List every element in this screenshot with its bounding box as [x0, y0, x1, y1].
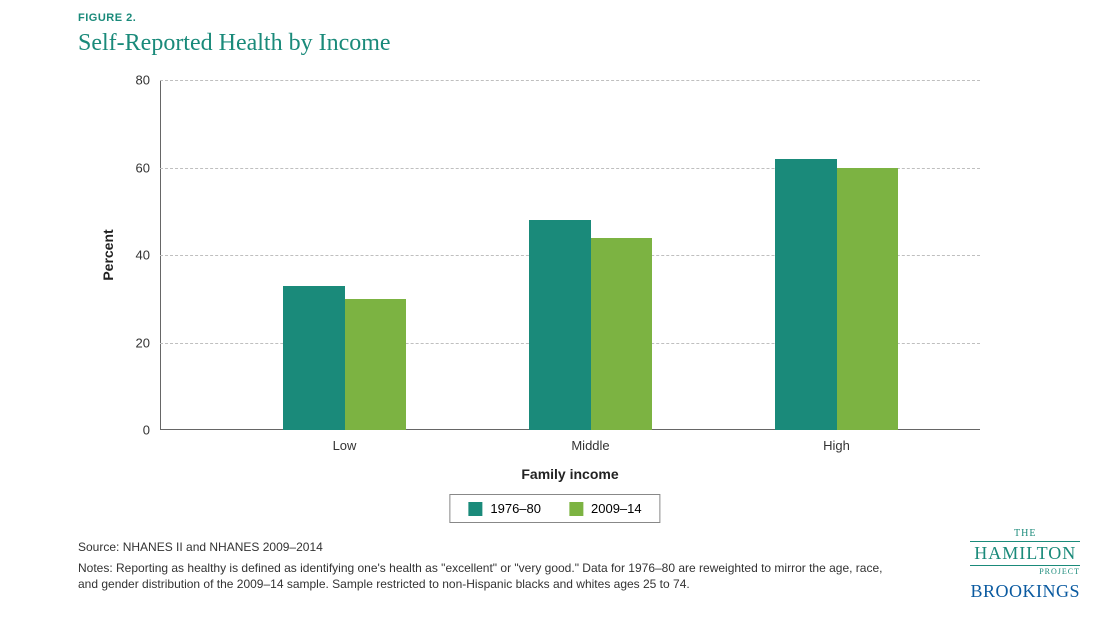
bar: [591, 238, 653, 431]
legend-swatch: [569, 502, 583, 516]
legend: 1976–80 2009–14: [449, 494, 660, 523]
legend-label: 1976–80: [490, 501, 541, 516]
grid-line: [160, 80, 980, 81]
legend-label: 2009–14: [591, 501, 642, 516]
x-tick-label: Middle: [571, 430, 609, 453]
chart-title: Self-Reported Health by Income: [78, 30, 391, 57]
y-tick-label: 0: [143, 423, 160, 438]
bar-chart: Percent Family income 020406080LowMiddle…: [160, 80, 980, 430]
logo-hamilton: HAMILTON: [974, 544, 1076, 562]
x-tick-label: Low: [333, 430, 357, 453]
legend-item: 2009–14: [569, 501, 642, 516]
notes-text: Notes: Reporting as healthy is defined a…: [78, 560, 898, 592]
logo-the: THE: [970, 529, 1080, 542]
x-tick-label: High: [823, 430, 850, 453]
logo-brookings: BROOKINGS: [970, 582, 1080, 600]
legend-item: 1976–80: [468, 501, 541, 516]
brand-logo: THE HAMILTON PROJECT BROOKINGS: [970, 529, 1080, 600]
x-axis-title: Family income: [521, 466, 618, 482]
bar: [837, 168, 899, 431]
logo-project: PROJECT: [970, 565, 1080, 576]
legend-swatch: [468, 502, 482, 516]
figure-label: FIGURE 2.: [78, 12, 136, 24]
bar: [345, 299, 407, 430]
y-tick-label: 20: [136, 335, 160, 350]
bar: [529, 220, 591, 430]
y-tick-label: 60: [136, 160, 160, 175]
y-tick-label: 40: [136, 248, 160, 263]
y-axis-title: Percent: [100, 229, 116, 280]
source-text: Source: NHANES II and NHANES 2009–2014: [78, 540, 323, 554]
y-tick-label: 80: [136, 73, 160, 88]
bar: [283, 286, 345, 430]
bar: [775, 159, 837, 430]
